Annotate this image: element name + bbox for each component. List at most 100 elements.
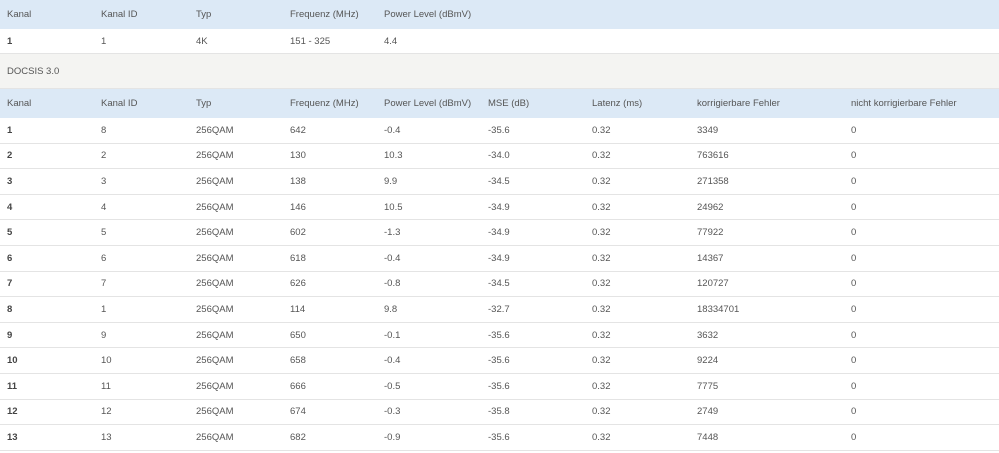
table-cell: 0.32 (592, 124, 611, 136)
table-cell: 0.32 (592, 201, 611, 213)
table-cell: 146 (290, 201, 306, 213)
table-cell: -0.8 (384, 278, 401, 290)
table-cell: 256QAM (196, 252, 234, 264)
table-cell: 256QAM (196, 227, 234, 239)
table-cell: 9.9 (384, 175, 398, 187)
table-cell: 9 (7, 329, 13, 341)
table-cell: 0 (851, 252, 857, 264)
table-cell: 1 (101, 303, 107, 315)
table-cell: 674 (290, 406, 306, 418)
table-cell: 3632 (697, 329, 719, 341)
table-cell: 1 (7, 124, 13, 136)
column-header: Kanal ID (101, 98, 138, 109)
table-cell: 0 (851, 278, 857, 290)
table-cell: 3 (101, 175, 107, 187)
table-cell: 4.4 (384, 35, 398, 47)
table-cell: 9224 (697, 355, 719, 367)
column-header: Typ (196, 98, 212, 109)
table-cell: 658 (290, 355, 306, 367)
table-cell: 256QAM (196, 201, 234, 213)
table-cell: 6 (7, 252, 13, 264)
table-cell: -35.8 (488, 406, 510, 418)
column-header: Frequenz (MHz) (290, 9, 359, 20)
table-cell: 9.8 (384, 303, 398, 315)
table-cell: -34.5 (488, 175, 510, 187)
table-cell: 0 (851, 380, 857, 392)
table-cell: 0.32 (592, 303, 611, 315)
table-cell: 10 (101, 355, 112, 367)
table-cell: 642 (290, 124, 306, 136)
table-cell: 4K (196, 35, 208, 47)
table-row: 4 4 256QAM 146 10.5 -34.9 0.32 24962 0 (0, 195, 999, 221)
table-cell: -35.6 (488, 380, 510, 392)
table-cell: 602 (290, 227, 306, 239)
table-row: 11 11 256QAM 666 -0.5 -35.6 0.32 7775 0 (0, 374, 999, 400)
table-cell: 7 (101, 278, 107, 290)
table-cell: 0.32 (592, 431, 611, 443)
table-cell: 10.5 (384, 201, 403, 213)
table-cell: 0.32 (592, 329, 611, 341)
table-cell: -1.3 (384, 227, 401, 239)
table-cell: -35.6 (488, 124, 510, 136)
table-cell: -0.9 (384, 431, 401, 443)
table-cell: 3349 (697, 124, 719, 136)
table-cell: 4 (7, 201, 13, 213)
column-header: Typ (196, 9, 212, 20)
table-cell: 6 (101, 252, 107, 264)
column-header: MSE (dB) (488, 98, 530, 109)
table-row: 3 3 256QAM 138 9.9 -34.5 0.32 271358 0 (0, 169, 999, 195)
table-cell: 13 (7, 431, 18, 443)
column-header: Power Level (dBmV) (384, 9, 472, 20)
table-cell: 2 (101, 150, 107, 162)
table-row: 5 5 256QAM 602 -1.3 -34.9 0.32 77922 0 (0, 220, 999, 246)
table-cell: -34.9 (488, 201, 510, 213)
section-title-row: DOCSIS 3.0 (0, 54, 999, 89)
table-cell: 0 (851, 303, 857, 315)
table-cell: 256QAM (196, 355, 234, 367)
table-cell: 256QAM (196, 150, 234, 162)
table-cell: 11 (7, 380, 18, 392)
column-header: Kanal (7, 9, 32, 20)
table-cell: 2 (7, 150, 13, 162)
table-cell: -0.4 (384, 355, 401, 367)
table-cell: 130 (290, 150, 306, 162)
table-cell: 3 (7, 175, 13, 187)
table-cell: -0.5 (384, 380, 401, 392)
table-cell: -35.6 (488, 355, 510, 367)
table-cell: 7775 (697, 380, 719, 392)
table-cell: 256QAM (196, 124, 234, 136)
table-cell: 0 (851, 355, 857, 367)
table-cell: 256QAM (196, 431, 234, 443)
table-cell: 10 (7, 355, 18, 367)
table-cell: 1 (7, 35, 13, 47)
table-cell: 256QAM (196, 175, 234, 187)
table-cell: 256QAM (196, 329, 234, 341)
table-cell: 0.32 (592, 406, 611, 418)
table-row: 13 13 256QAM 682 -0.9 -35.6 0.32 7448 0 (0, 425, 999, 451)
table-cell: -34.5 (488, 278, 510, 290)
table-cell: 763616 (697, 150, 729, 162)
table-cell: 0 (851, 201, 857, 213)
table-cell: -0.4 (384, 252, 401, 264)
table-row: 9 9 256QAM 650 -0.1 -35.6 0.32 3632 0 (0, 323, 999, 349)
table-cell: 9 (101, 329, 107, 341)
table-cell: 11 (101, 380, 111, 392)
table-cell: 138 (290, 175, 306, 187)
table-cell: 12 (7, 406, 18, 418)
column-header: korrigierbare Fehler (697, 98, 780, 109)
table-cell: 618 (290, 252, 306, 264)
column-header: Kanal (7, 98, 32, 109)
table-cell: 7 (7, 278, 13, 290)
table-cell: 666 (290, 380, 306, 392)
column-header: Kanal ID (101, 9, 138, 20)
table-cell: 0 (851, 227, 857, 239)
table-cell: -0.1 (384, 329, 401, 341)
table-cell: 114 (290, 303, 306, 315)
table-cell: 14367 (697, 252, 724, 264)
table-cell: 271358 (697, 175, 729, 187)
table-cell: 0.32 (592, 278, 611, 290)
table-cell: 0 (851, 431, 857, 443)
table-row: 6 6 256QAM 618 -0.4 -34.9 0.32 14367 0 (0, 246, 999, 272)
table-cell: 18334701 (697, 303, 740, 315)
table-row: 2 2 256QAM 130 10.3 -34.0 0.32 763616 0 (0, 144, 999, 170)
